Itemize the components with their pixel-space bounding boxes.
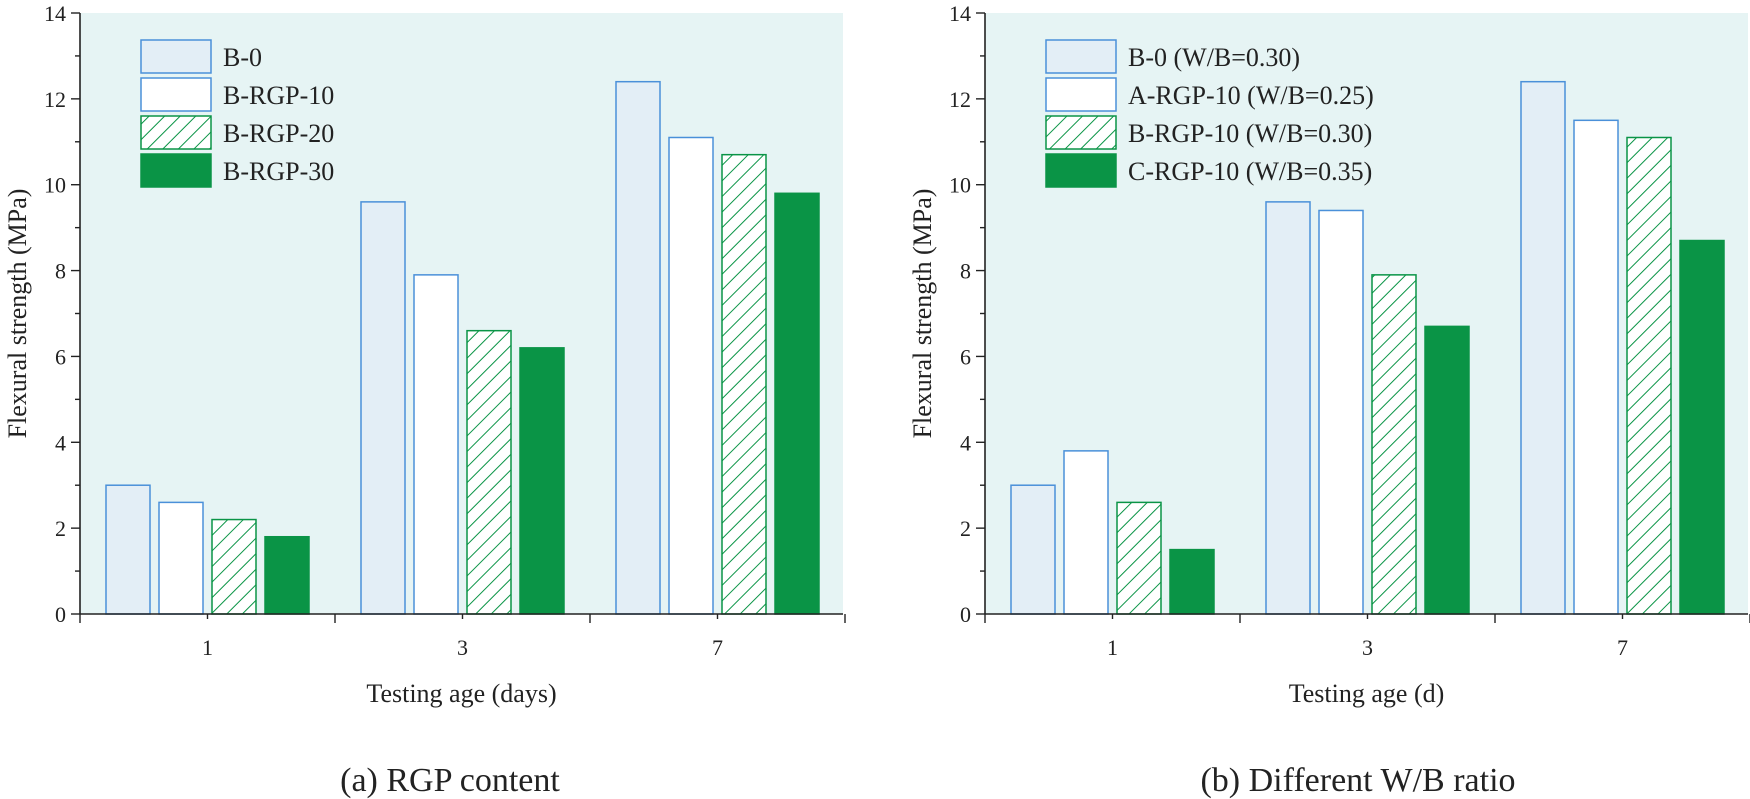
legend-swatch-b-0: [140, 39, 212, 74]
legend-swatch-c-rgp-10-w-b-0-35: [1045, 153, 1117, 188]
legend-label-b-rgp-20: B-RGP-20: [223, 119, 334, 148]
y-tick-label: 6: [55, 344, 66, 369]
y-axis-title: Flexural strength (MPa): [3, 189, 32, 439]
y-tick-label: 10: [949, 173, 971, 198]
panel-caption: (a) RGP content: [340, 762, 560, 799]
bar-b-rgp-10-3: [413, 274, 459, 615]
bar-a-rgp-10-w-b-0-25-1: [1063, 450, 1109, 615]
legend-label-b-0: B-0: [223, 43, 262, 72]
bar-a-rgp-10-w-b-0-25-7: [1573, 119, 1619, 615]
y-tick-label: 2: [55, 516, 66, 541]
legend-swatch-b-rgp-20: [140, 115, 212, 150]
legend-swatch-b-rgp-10: [140, 77, 212, 112]
bar-b-0-w-b-0-30-1: [1010, 484, 1056, 615]
bar-b-rgp-30-7: [774, 192, 820, 615]
x-tick-label: 1: [202, 635, 213, 660]
y-tick-label: 14: [44, 1, 66, 26]
legend-swatch-a-rgp-10-w-b-0-25: [1045, 77, 1117, 112]
y-tick-label: 4: [55, 430, 66, 455]
y-tick-label: 8: [960, 259, 971, 284]
bar-b-rgp-30-1: [264, 535, 310, 615]
x-tick-label: 3: [1362, 635, 1373, 660]
bar-a-rgp-10-w-b-0-25-3: [1318, 209, 1364, 615]
y-tick-label: 2: [960, 516, 971, 541]
bar-b-0-w-b-0-30-3: [1265, 201, 1311, 615]
panel-caption: (b) Different W/B ratio: [1200, 762, 1515, 799]
legend-label-b-rgp-10: B-RGP-10: [223, 81, 334, 110]
legend-label-b-0-w-b-0-30: B-0 (W/B=0.30): [1128, 43, 1300, 72]
legend-label-b-rgp-10-w-b-0-30: B-RGP-10 (W/B=0.30): [1128, 119, 1372, 148]
y-tick-label: 12: [949, 87, 971, 112]
bar-b-rgp-20-3: [466, 329, 512, 615]
bar-b-rgp-10-w-b-0-30-7: [1626, 136, 1672, 615]
chart-panel-b: 0 2 4 6 8 10 12 14 1 3 7 Testing age (d) Flexural st…: [908, 1, 1750, 799]
bar-b-rgp-10-w-b-0-30-1: [1116, 501, 1162, 615]
legend-label-a-rgp-10-w-b-0-25: A-RGP-10 (W/B=0.25): [1128, 81, 1374, 110]
y-tick-label: 10: [44, 173, 66, 198]
plot-area: [80, 13, 843, 614]
bar-b-rgp-20-1: [211, 518, 257, 615]
bar-b-rgp-20-7: [721, 153, 767, 615]
plot-area: [985, 13, 1748, 614]
bar-b-rgp-10-7: [668, 136, 714, 615]
y-tick-label: 0: [55, 602, 66, 627]
y-tick-label: 8: [55, 259, 66, 284]
bar-c-rgp-10-w-b-0-35-3: [1424, 325, 1470, 615]
x-axis-title: Testing age (d): [1289, 679, 1445, 708]
bar-b-rgp-10-w-b-0-30-3: [1371, 274, 1417, 615]
y-tick-label: 0: [960, 602, 971, 627]
x-tick-label: 1: [1107, 635, 1118, 660]
y-tick-label: 6: [960, 344, 971, 369]
legend-label-c-rgp-10-w-b-0-35: C-RGP-10 (W/B=0.35): [1128, 157, 1372, 186]
bar-c-rgp-10-w-b-0-35-1: [1169, 548, 1215, 615]
x-tick-label: 3: [457, 635, 468, 660]
bar-b-0-7: [615, 80, 661, 615]
y-axis-title: Flexural strength (MPa): [908, 189, 937, 439]
y-tick-label: 4: [960, 430, 971, 455]
legend-swatch-b-0-w-b-0-30: [1045, 39, 1117, 74]
x-tick-label: 7: [1617, 635, 1628, 660]
x-tick-label: 7: [712, 635, 723, 660]
chart-panel-a: 0 2 4 6 8 10 12 14 1 3 7 Testing age (days) Flexural…: [3, 1, 846, 799]
bar-b-rgp-30-3: [519, 347, 565, 615]
y-tick-label: 12: [44, 87, 66, 112]
legend-swatch-b-rgp-30: [140, 153, 212, 188]
bar-b-0-1: [105, 484, 151, 615]
legend-label-b-rgp-30: B-RGP-30: [223, 157, 334, 186]
bar-b-0-3: [360, 201, 406, 615]
x-axis-title: Testing age (days): [366, 679, 556, 708]
legend-swatch-b-rgp-10-w-b-0-30: [1045, 115, 1117, 150]
bar-b-rgp-10-1: [158, 501, 204, 615]
bar-c-rgp-10-w-b-0-35-7: [1679, 239, 1725, 615]
y-tick-label: 14: [949, 1, 971, 26]
bar-b-0-w-b-0-30-7: [1520, 80, 1566, 615]
